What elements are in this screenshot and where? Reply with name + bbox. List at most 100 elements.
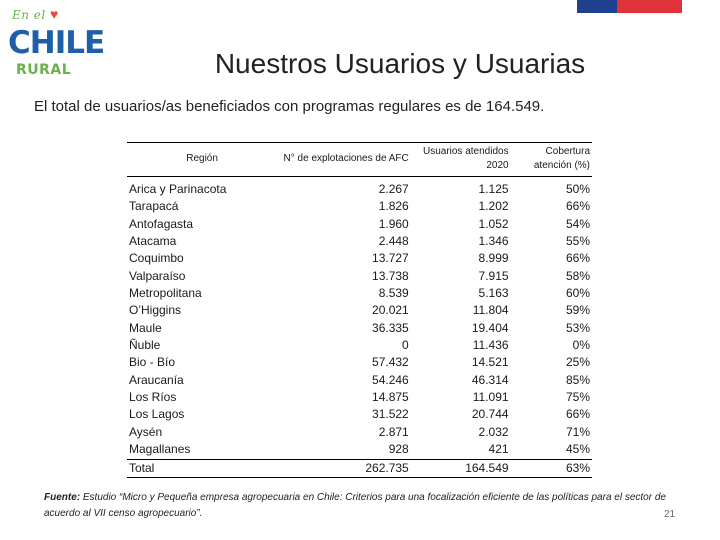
logo-bottom-text: RURAL <box>16 62 72 78</box>
table-row: O’Higgins 20.021 11.804 59% <box>127 302 592 319</box>
usuarios-cell: 14.521 <box>471 355 509 370</box>
header-region: Región <box>127 142 278 177</box>
usuarios-cell: 164.549 <box>410 458 511 478</box>
region-cell: Maule <box>129 320 162 335</box>
region-cell: Los Ríos <box>129 390 177 405</box>
table-row: Aysén 2.871 2.032 71% <box>127 424 592 441</box>
usuarios-cell: 1.052 <box>478 216 509 231</box>
region-cell: Valparaíso <box>129 268 186 283</box>
region-cell: Atacama <box>129 234 177 249</box>
table-row: Magallanes 928 421 45% <box>127 441 592 459</box>
slide-subtitle: El total de usuarios/as beneficiados con… <box>34 98 545 115</box>
page-number: 21 <box>664 509 676 520</box>
usuarios-cell: 20.744 <box>471 407 509 422</box>
explotaciones-cell: 262.735 <box>277 458 411 478</box>
region-cell: Metropolitana <box>129 286 202 301</box>
table-row: Metropolitana 8.539 5.163 60% <box>127 285 592 302</box>
usuarios-cell: 19.404 <box>471 320 509 335</box>
flag-red-segment <box>616 0 682 13</box>
header-cobertura: Cobertura atención (%) <box>510 142 592 177</box>
table-row: Tarapacá 1.826 1.202 66% <box>127 198 592 215</box>
usuarios-cell: 11.804 <box>472 303 509 318</box>
explotaciones-cell: 2.448 <box>378 234 409 249</box>
cobertura-cell: 63% <box>510 458 592 478</box>
table-row: Araucanía 54.246 46.314 85% <box>127 372 592 389</box>
region-cell: Aysén <box>129 424 163 439</box>
logo-top-text: En el <box>12 8 46 22</box>
slide-title: Nuestros Usuarios y Usuarias <box>214 48 586 79</box>
region-cell: Arica y Parinacota <box>129 182 227 196</box>
explotaciones-cell: 0 <box>402 338 409 353</box>
region-cell: Antofagasta <box>129 216 194 231</box>
explotaciones-cell: 2.871 <box>378 424 409 439</box>
region-cell: Coquimbo <box>129 251 184 266</box>
usuarios-cell: 11.091 <box>472 390 509 405</box>
en-el-chile-rural-logo: En el ♥ CHILE RURAL <box>6 4 105 84</box>
cobertura-cell: 66% <box>565 407 590 422</box>
flag-blue-segment <box>577 0 617 13</box>
usuarios-cell: 1.346 <box>478 234 509 249</box>
explotaciones-cell: 2.267 <box>378 182 409 196</box>
table-total-row: Total 262.735 164.549 63% <box>127 458 592 478</box>
usuarios-cell: 7.915 <box>478 268 509 283</box>
region-cell: Araucanía <box>129 372 184 387</box>
cobertura-cell: 53% <box>565 320 590 335</box>
table-header-row: Región N° de explotaciones de AFC Usuari… <box>127 142 592 177</box>
footnote-label: Fuente: <box>44 492 81 503</box>
cobertura-cell: 71% <box>565 424 590 439</box>
region-cell: Los Lagos <box>129 407 185 422</box>
footnote-text: Estudio “Micro y Pequeña empresa agropec… <box>44 492 666 519</box>
users-by-region-table: Región N° de explotaciones de AFC Usuari… <box>127 142 592 478</box>
usuarios-cell: 421 <box>488 442 509 457</box>
header-usuarios: Usuarios atendidos 2020 <box>410 142 511 177</box>
region-cell: Ñuble <box>129 338 161 353</box>
cobertura-cell: 25% <box>565 355 590 370</box>
explotaciones-cell: 54.246 <box>372 372 409 387</box>
explotaciones-cell: 13.727 <box>372 251 409 266</box>
explotaciones-cell: 8.539 <box>378 286 409 301</box>
usuarios-cell: 1.125 <box>478 182 509 196</box>
table-body: Arica y Parinacota 2.267 1.125 50% Tarapacá 1… <box>127 177 592 478</box>
source-footnote: Fuente: Estudio “Micro y Pequeña empresa… <box>44 490 684 522</box>
table-row: Maule 36.335 19.404 53% <box>127 320 592 337</box>
explotaciones-cell: 20.021 <box>372 303 409 318</box>
explotaciones-cell: 13.738 <box>372 268 409 283</box>
table-row: Arica y Parinacota 2.267 1.125 50% <box>127 177 592 199</box>
cobertura-cell: 66% <box>565 251 590 266</box>
region-cell: Bio - Bío <box>129 355 176 370</box>
cobertura-cell: 58% <box>565 268 590 283</box>
usuarios-cell: 8.999 <box>478 251 509 266</box>
cobertura-cell: 45% <box>565 442 590 457</box>
cobertura-cell: 55% <box>565 234 590 249</box>
heart-icon: ♥ <box>50 6 59 22</box>
cobertura-cell: 59% <box>565 303 590 318</box>
region-cell: O’Higgins <box>129 303 182 318</box>
cobertura-cell: 66% <box>565 199 590 214</box>
flag-bar <box>577 0 682 13</box>
table-row: Los Ríos 14.875 11.091 75% <box>127 389 592 406</box>
explotaciones-cell: 31.522 <box>372 407 409 422</box>
header-explotaciones: N° de explotaciones de AFC <box>277 142 411 177</box>
cobertura-cell: 60% <box>565 286 590 301</box>
table-row: Valparaíso 13.738 7.915 58% <box>127 268 592 285</box>
explotaciones-cell: 36.335 <box>372 320 409 335</box>
table-row: Coquimbo 13.727 8.999 66% <box>127 250 592 267</box>
usuarios-cell: 1.202 <box>478 199 509 214</box>
usuarios-cell: 11.436 <box>472 338 509 353</box>
explotaciones-cell: 1.826 <box>378 199 409 214</box>
region-cell: Total <box>127 458 278 478</box>
table-row: Atacama 2.448 1.346 55% <box>127 233 592 250</box>
explotaciones-cell: 928 <box>388 442 409 457</box>
usuarios-cell: 46.314 <box>471 372 509 387</box>
cobertura-cell: 75% <box>565 390 590 405</box>
usuarios-cell: 2.032 <box>478 424 509 439</box>
logo-main-text: CHILE <box>8 25 105 61</box>
table-row: Los Lagos 31.522 20.744 66% <box>127 406 592 423</box>
cobertura-cell: 54% <box>565 216 590 231</box>
table-row: Ñuble 0 11.436 0% <box>127 337 592 354</box>
cobertura-cell: 50% <box>565 182 590 196</box>
table-row: Bio - Bío 57.432 14.521 25% <box>127 354 592 371</box>
region-cell: Magallanes <box>129 442 191 457</box>
explotaciones-cell: 14.875 <box>372 390 409 405</box>
explotaciones-cell: 1.960 <box>378 216 409 231</box>
